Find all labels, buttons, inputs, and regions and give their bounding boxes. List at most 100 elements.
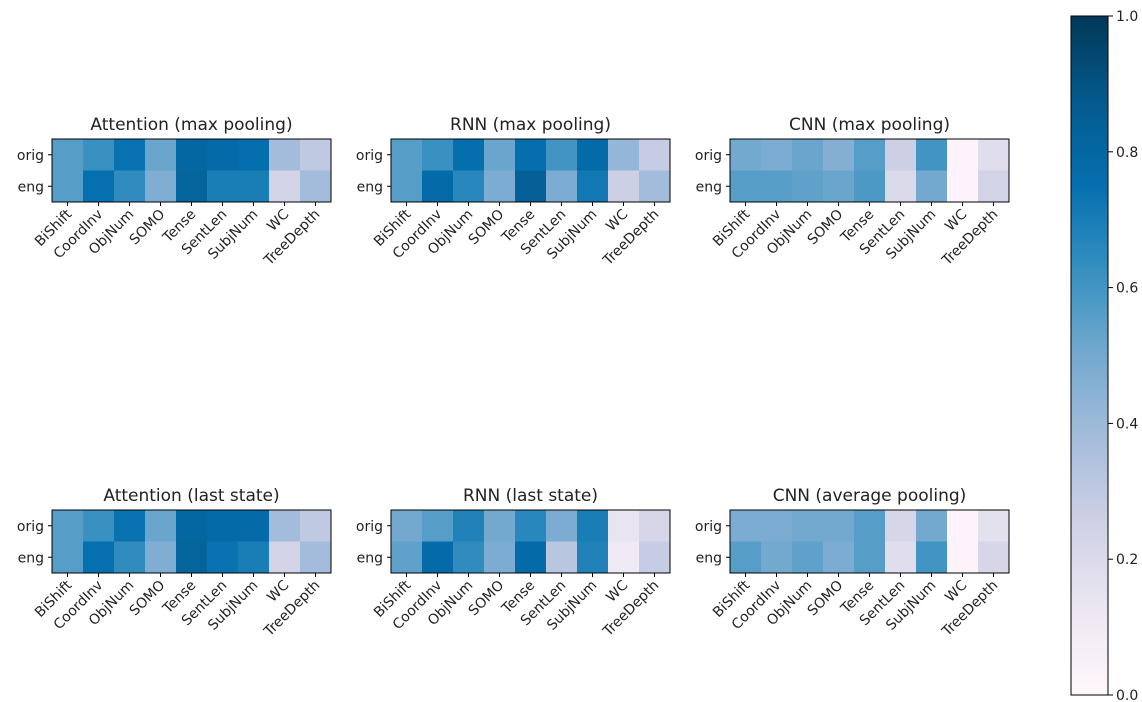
column-label-treedepth: TreeDepth [600,207,663,270]
colorbar-frame [1070,15,1109,696]
heatmap-cell-eng-SOMO [145,541,177,574]
heatmap-cell-orig-TreeDepth [978,139,1010,171]
heatmap-cell-orig-CoordInv [422,510,454,542]
panel-title: Attention (max pooling) [90,115,292,135]
heatmap-cell-orig-ObjNum [114,139,146,171]
heatmap-cell-orig-SOMO [484,139,516,171]
heatmap-cell-orig-Tense [515,139,547,171]
heatmap-cell-eng-WC [269,170,301,203]
heatmap-cell-orig-SentLen [546,139,578,171]
heatmap-cell-eng-SubjNum [238,541,270,574]
column-label-somo: SOMO [805,207,847,249]
heatmap-cell-eng-CoordInv [83,541,115,574]
row-label-eng: eng [696,179,722,195]
heatmap-cell-eng-ObjNum [792,170,824,203]
heatmap-cell-eng-CoordInv [761,541,793,574]
heatmap-cell-orig-SentLen [885,510,917,542]
colorbar-tick-label: 0.2 [1116,552,1138,568]
heatmap-cell-orig-WC [947,139,979,171]
heatmap-cell-orig-SentLen [207,139,239,171]
heatmap-cell-eng-ObjNum [453,541,485,574]
heatmap-cell-eng-TreeDepth [978,170,1010,203]
heatmap-cell-orig-Tense [176,510,208,542]
heatmap-cell-eng-Tense [854,170,886,203]
heatmap-cell-eng-Tense [854,541,886,574]
panel-title: CNN (max pooling) [789,115,950,135]
colorbar-tick-label: 1.0 [1116,9,1138,25]
heatmap-cell-orig-SubjNum [577,510,609,542]
heatmap-cell-orig-BiShift [730,510,762,542]
heatmap-cell-eng-SOMO [484,170,516,203]
row-label-eng: eng [18,550,44,566]
heatmap-cell-eng-SubjNum [238,170,270,203]
heatmap-cell-eng-Tense [176,170,208,203]
heatmap-cell-eng-BiShift [52,170,84,203]
heatmap-cell-orig-BiShift [391,139,423,171]
heatmap-cell-eng-SubjNum [577,541,609,574]
panel-cnn-max-pooling: CNN (max pooling)origengBiShiftCoordInvO… [695,115,1010,269]
heatmap-cell-orig-CoordInv [83,510,115,542]
panel-attention-last-state: Attention (last state)origengBiShiftCoor… [17,486,332,640]
heatmap-cell-orig-WC [269,510,301,542]
row-label-orig: orig [17,519,44,535]
column-label-somo: SOMO [127,578,169,620]
heatmap-cell-eng-Tense [176,541,208,574]
heatmap-cell-eng-WC [947,170,979,203]
panel-title: RNN (last state) [463,486,598,506]
panel-title: CNN (average pooling) [773,486,967,506]
heatmap-cell-orig-SubjNum [916,139,948,171]
row-label-orig: orig [17,148,44,164]
panel-cnn-average-pooling: CNN (average pooling)origengBiShiftCoord… [695,486,1010,640]
heatmap-cell-eng-SentLen [207,541,239,574]
heatmap-cell-orig-BiShift [391,510,423,542]
heatmap-cell-eng-SOMO [484,541,516,574]
heatmap-cell-orig-TreeDepth [978,510,1010,542]
colorbar: 0.0 0.2 0.4 0.6 0.8 1.0 [1070,9,1138,702]
heatmap-cell-orig-Tense [176,139,208,171]
column-label-somo: SOMO [127,207,169,249]
heatmap-cell-eng-TreeDepth [300,541,332,574]
heatmap-cell-eng-SentLen [546,170,578,203]
row-label-orig: orig [356,148,383,164]
heatmap-cell-orig-ObjNum [453,510,485,542]
heatmap-cell-eng-SOMO [145,170,177,203]
heatmap-cell-orig-ObjNum [114,510,146,542]
heatmap-cell-eng-ObjNum [114,541,146,574]
colorbar-gradient [1071,16,1108,695]
heatmap-cell-eng-SubjNum [916,541,948,574]
heatmap-cell-eng-BiShift [391,541,423,574]
heatmap-cell-eng-TreeDepth [639,541,671,574]
heatmap-cell-orig-SOMO [145,510,177,542]
panel-rnn-last-state: RNN (last state)origengBiShiftCoordInvOb… [356,486,671,640]
heatmap-cell-eng-BiShift [391,170,423,203]
column-label-treedepth: TreeDepth [600,578,663,641]
heatmap-cell-eng-SentLen [885,541,917,574]
heatmap-cell-eng-SubjNum [577,170,609,203]
heatmap-cell-orig-SubjNum [238,139,270,171]
heatmap-cell-orig-SOMO [484,510,516,542]
heatmap-cell-orig-BiShift [52,510,84,542]
heatmap-cell-orig-WC [269,139,301,171]
heatmap-cell-orig-TreeDepth [639,510,671,542]
heatmap-cell-eng-BiShift [52,541,84,574]
heatmap-cell-eng-BiShift [730,170,762,203]
heatmap-cell-orig-BiShift [52,139,84,171]
heatmap-cell-eng-ObjNum [453,170,485,203]
heatmap-cell-eng-ObjNum [114,170,146,203]
heatmap-cell-eng-BiShift [730,541,762,574]
column-label-somo: SOMO [466,207,508,249]
heatmap-cell-eng-SentLen [885,170,917,203]
heatmap-cell-orig-CoordInv [761,510,793,542]
heatmap-cell-eng-SOMO [823,541,855,574]
column-label-treedepth: TreeDepth [261,207,324,270]
heatmap-cell-orig-CoordInv [422,139,454,171]
column-label-treedepth: TreeDepth [939,578,1002,641]
heatmap-cell-orig-WC [608,510,640,542]
heatmap-cell-eng-CoordInv [422,541,454,574]
heatmap-cell-orig-ObjNum [792,139,824,171]
column-label-treedepth: TreeDepth [261,578,324,641]
heatmap-cell-orig-SOMO [823,139,855,171]
row-label-eng: eng [357,179,383,195]
heatmap-cell-eng-WC [608,541,640,574]
